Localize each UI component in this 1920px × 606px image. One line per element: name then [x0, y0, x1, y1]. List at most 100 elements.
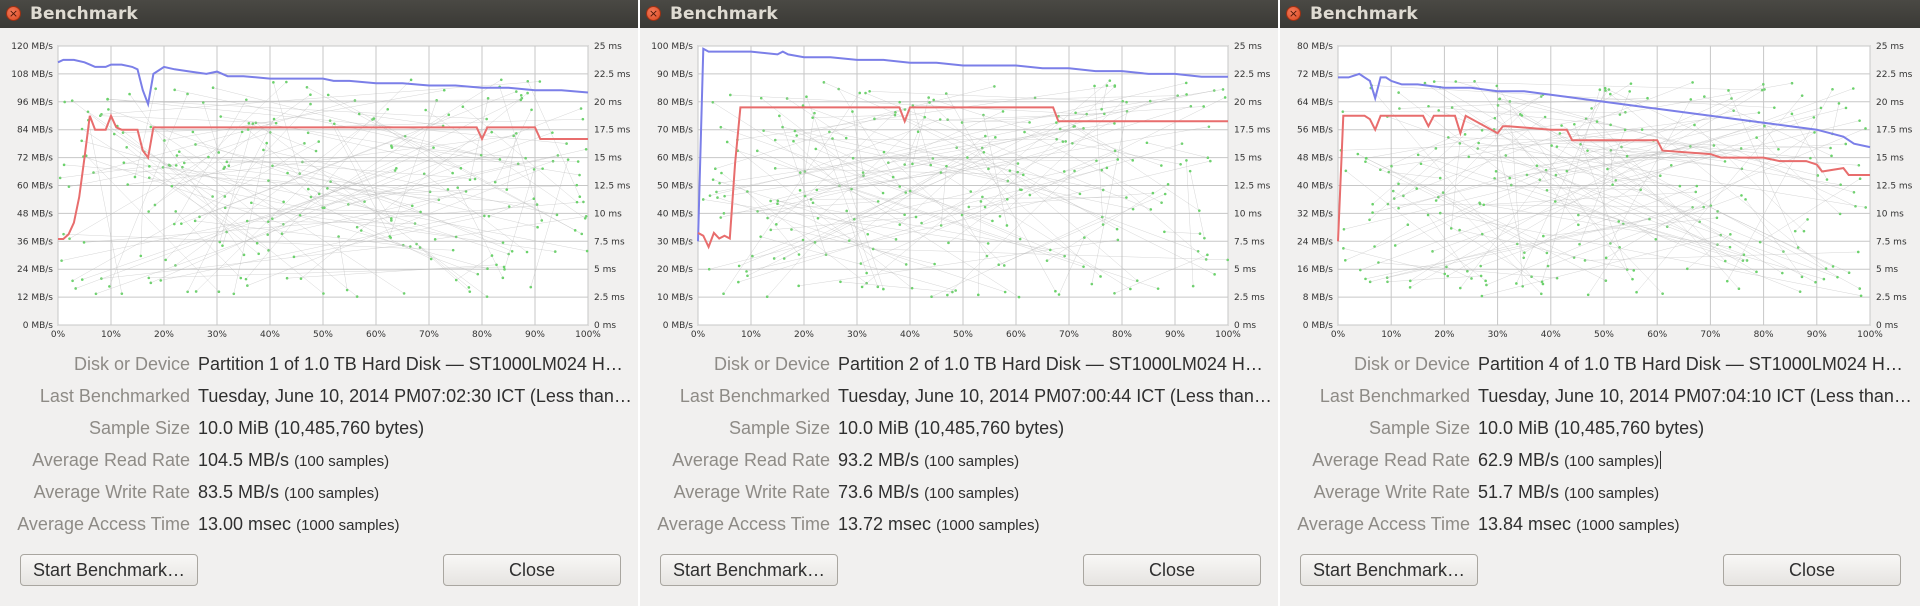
access-point	[578, 195, 582, 199]
access-link	[1394, 82, 1693, 199]
access-link	[1760, 178, 1861, 243]
access-link	[530, 159, 569, 288]
access-point	[122, 161, 126, 165]
start-benchmark-button[interactable]: Start Benchmark…	[660, 554, 838, 586]
access-link	[713, 179, 897, 240]
y-left-tick-label: 100 MB/s	[651, 42, 693, 52]
access-link	[1073, 126, 1200, 211]
access-link	[195, 144, 538, 228]
access-link	[968, 192, 1153, 208]
close-icon[interactable]: ×	[1286, 6, 1301, 21]
access-point	[746, 274, 749, 278]
access-link	[1393, 190, 1544, 285]
read-value-wrap: 93.2 MB/s (100 samples)	[838, 450, 1270, 471]
y-right-tick-label: 10 ms	[1234, 209, 1262, 219]
access-point	[1023, 130, 1026, 134]
read-value-wrap: 104.5 MB/s (100 samples)	[198, 450, 630, 471]
start-benchmark-button[interactable]: Start Benchmark…	[1300, 554, 1478, 586]
last-label: Last Benchmarked	[39, 386, 190, 406]
access-link	[300, 215, 556, 252]
access-point	[946, 293, 949, 297]
access-link	[1455, 81, 1855, 193]
access-point	[303, 142, 306, 145]
y-left-tick-label: 56 MB/s	[1297, 126, 1333, 136]
access-link	[114, 133, 225, 197]
access-link	[776, 112, 896, 225]
access-link	[68, 165, 177, 187]
access-point	[551, 159, 555, 163]
sample-label: Sample Size	[728, 418, 830, 438]
access-link	[95, 132, 553, 295]
write-row: Average Write Rate 83.5 MB/s (100 samples…	[0, 478, 638, 508]
access-link	[187, 118, 275, 292]
read-value: 93.2 MB/s	[838, 450, 920, 470]
access-point	[1577, 213, 1580, 217]
access-point	[1437, 109, 1440, 112]
access-point	[1156, 287, 1160, 290]
x-tick-label: 40%	[1541, 330, 1561, 340]
access-point	[1078, 192, 1082, 196]
access-link	[213, 87, 482, 156]
write-value: 73.6 MB/s	[838, 482, 920, 502]
access-point	[1856, 250, 1860, 254]
access-point	[945, 164, 948, 168]
y-right-tick-label: 25 ms	[1234, 42, 1262, 52]
x-tick-label: 70%	[1059, 330, 1079, 340]
close-button[interactable]: Close	[1083, 554, 1261, 586]
access-link	[1345, 170, 1486, 282]
access-point	[1064, 140, 1067, 143]
access-point	[1628, 90, 1631, 93]
access-point	[68, 237, 71, 240]
x-tick-label: 10%	[741, 330, 761, 340]
access-link	[840, 281, 953, 293]
access-link	[947, 170, 1075, 296]
access-link	[1636, 95, 1803, 293]
access-point	[153, 203, 157, 207]
close-icon[interactable]: ×	[646, 6, 661, 21]
access-point	[1003, 290, 1007, 294]
access-link	[272, 165, 413, 207]
access-link	[488, 198, 534, 217]
access-point	[792, 139, 795, 143]
access-link	[1795, 219, 1808, 232]
access-point	[286, 171, 289, 175]
access-point	[1494, 170, 1498, 173]
access-link	[800, 119, 941, 173]
access-link	[82, 170, 396, 280]
access-point	[1188, 169, 1192, 173]
access-link	[1360, 88, 1854, 271]
y-left-tick-label: 40 MB/s	[1297, 182, 1333, 192]
access-point	[483, 214, 486, 218]
access-link	[1541, 89, 1601, 282]
write-samples: (100 samples)	[924, 485, 1020, 502]
access-point	[250, 201, 253, 205]
close-button[interactable]: Close	[1723, 554, 1901, 586]
y-right-tick-label: 12.5 ms	[594, 182, 631, 192]
access-point	[1443, 272, 1447, 276]
access-link	[1574, 124, 1628, 270]
access-link	[804, 126, 1209, 197]
access-value: 13.84 msec	[1478, 514, 1572, 534]
chart-svg: 0 MB/s 10 MB/s 20 MB/s 30 MB/s 40 MB/s 50 MB/…	[651, 42, 1271, 340]
y-left-tick-label: 12 MB/s	[17, 293, 53, 303]
access-point	[756, 149, 759, 153]
access-link	[1495, 171, 1801, 292]
access-point	[1508, 176, 1512, 180]
start-benchmark-button[interactable]: Start Benchmark…	[20, 554, 198, 586]
access-link	[1524, 165, 1672, 253]
access-point	[1603, 86, 1607, 90]
access-link	[1607, 107, 1821, 170]
access-time-scatter	[1339, 79, 1867, 298]
benchmark-window-1: × Benchmark 0 MB/s 12 MB/s 24 MB/s 36 MB/s 4…	[0, 0, 638, 606]
y-left-tick-label: 48 MB/s	[17, 209, 53, 219]
access-point	[388, 235, 391, 238]
access-point	[1397, 182, 1400, 186]
y-right-tick-label: 17.5 ms	[1234, 126, 1271, 136]
access-point	[805, 95, 808, 98]
close-button[interactable]: Close	[443, 554, 621, 586]
access-link	[154, 94, 311, 206]
access-point	[1083, 236, 1086, 239]
access-point	[106, 97, 109, 101]
close-icon[interactable]: ×	[6, 6, 21, 21]
x-tick-label: 30%	[847, 330, 867, 340]
